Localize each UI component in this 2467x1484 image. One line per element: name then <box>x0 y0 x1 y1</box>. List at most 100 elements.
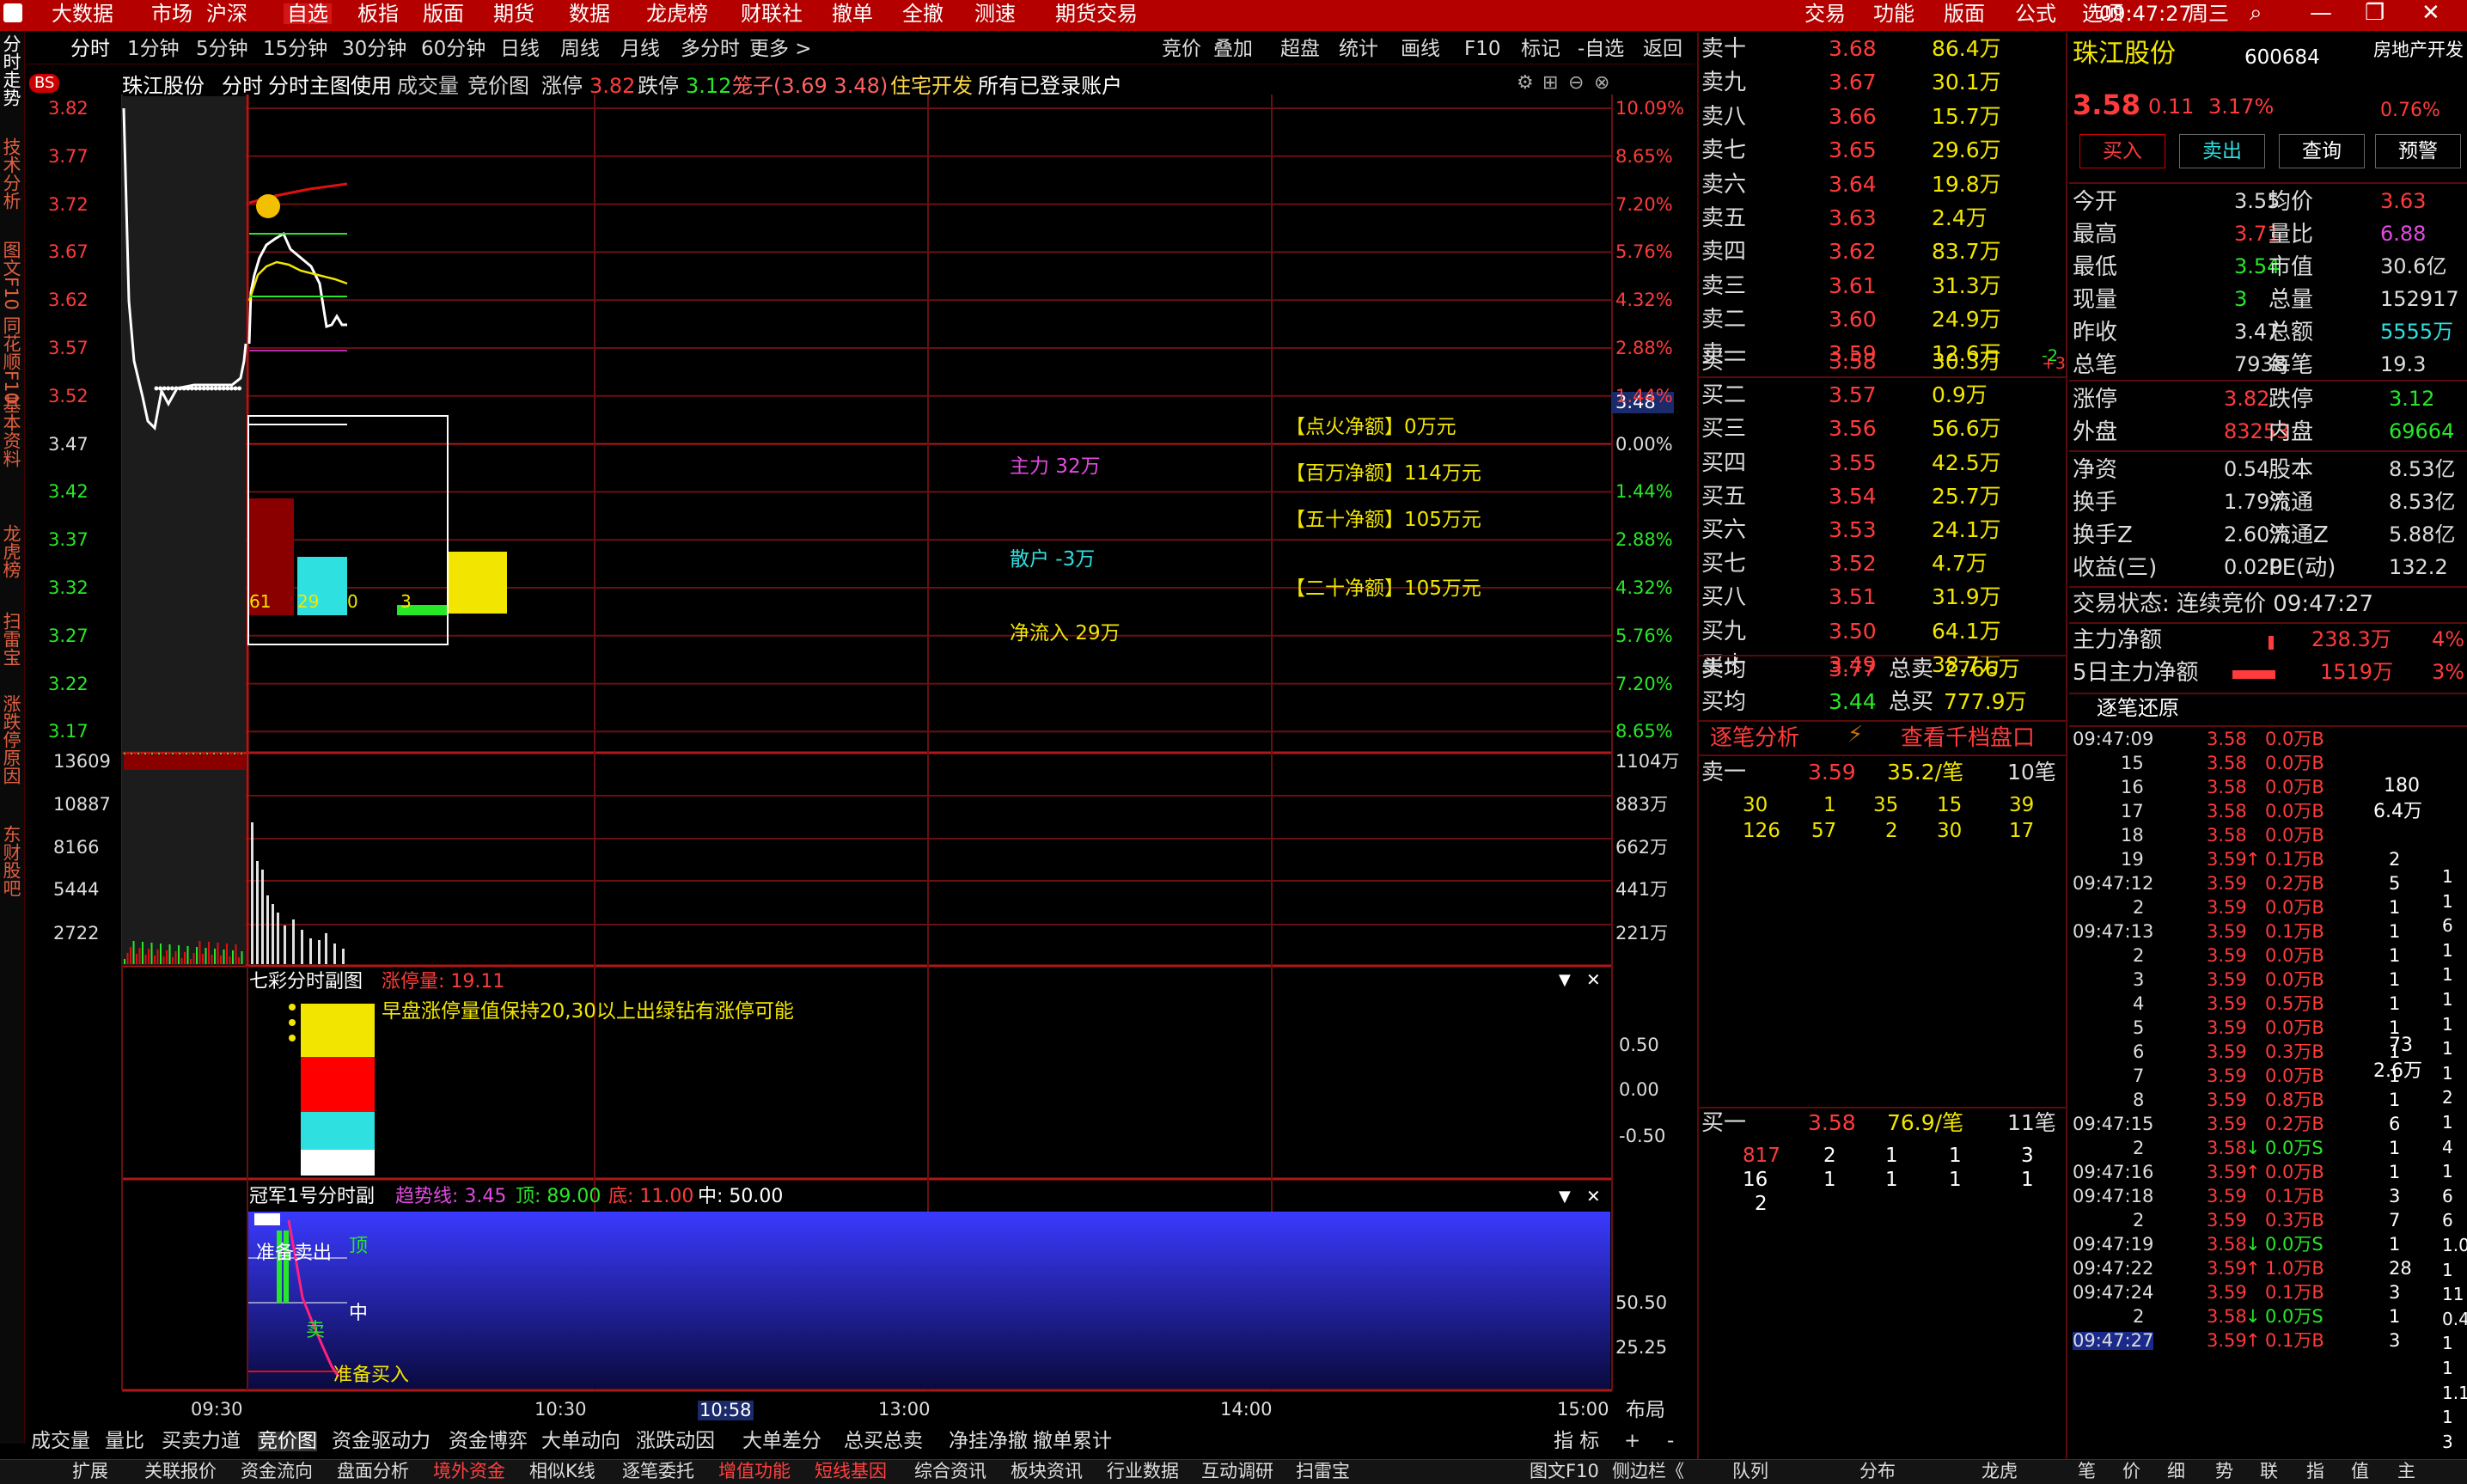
status-tab-22[interactable]: 势 <box>2215 1461 2233 1481</box>
menu-item-1[interactable]: 市场 <box>151 2 192 26</box>
ask-price[interactable]: 3.66 <box>1829 103 1877 129</box>
bid-price[interactable]: 3.49 <box>1829 651 1877 677</box>
status-tab-8[interactable]: 短线基因 <box>815 1461 887 1481</box>
bid-price[interactable]: 3.55 <box>1829 449 1877 475</box>
bottom-tab-6[interactable]: 大单动向 <box>541 1430 620 1452</box>
toolbar-right-4[interactable]: 画线 <box>1401 38 1440 60</box>
left-tab-6[interactable]: 扫雷宝 <box>1 612 21 666</box>
status-tab-9[interactable]: 综合资讯 <box>914 1461 986 1481</box>
period-tab-1[interactable]: 1分钟 <box>127 38 180 60</box>
bid-chart-link[interactable]: 竞价图 <box>467 74 529 98</box>
menu-item-2[interactable]: 沪深 <box>206 2 247 26</box>
status-tab-23[interactable]: 联 <box>2260 1461 2278 1481</box>
menu-item-10[interactable]: 撤单 <box>832 2 873 26</box>
status-tab-7[interactable]: 增值功能 <box>718 1461 791 1481</box>
menu-item-0[interactable]: 大数据 <box>52 2 113 26</box>
menu-item-3[interactable]: 自选 <box>284 3 332 24</box>
bid-price[interactable]: 3.52 <box>1829 551 1877 577</box>
left-tab-1[interactable]: 技术分析 <box>1 137 21 210</box>
ask-price[interactable]: 3.59 <box>1829 340 1877 366</box>
period-tab-7[interactable]: 周线 <box>560 38 600 60</box>
period-tab-4[interactable]: 30分钟 <box>342 38 407 60</box>
bid-price[interactable]: 3.54 <box>1829 483 1877 509</box>
toolbar-right-7[interactable]: -自选 <box>1578 38 1625 60</box>
sub1-dropdown-icon[interactable]: ▼ <box>1559 971 1571 989</box>
status-tab-6[interactable]: 逐笔委托 <box>622 1461 694 1481</box>
toolbar-right-1[interactable]: 叠加 <box>1213 38 1253 60</box>
menu-right-2[interactable]: 版面 <box>1944 2 1985 26</box>
toolbar-right-8[interactable]: 返回 <box>1643 38 1682 60</box>
thousand-depth-link[interactable]: 查看千档盘口 <box>1901 725 2036 751</box>
bottom-tab-11[interactable]: 撤单累计 <box>1033 1430 1112 1452</box>
period-tab-3[interactable]: 15分钟 <box>263 38 328 60</box>
status-tab-24[interactable]: 指 <box>2306 1461 2324 1481</box>
bottom-tab-2[interactable]: 买卖力道 <box>162 1430 241 1452</box>
status-tab-1[interactable]: 关联报价 <box>144 1461 217 1481</box>
sub1-title[interactable]: 七彩分时副图 <box>249 971 363 992</box>
intraday-chart[interactable] <box>0 0 1701 1409</box>
menu-item-7[interactable]: 数据 <box>569 2 610 26</box>
status-tab-18[interactable]: 龙虎 <box>1982 1461 2018 1481</box>
left-tab-0[interactable]: 分时走势 <box>1 34 21 107</box>
chart-close-icon[interactable]: ⊗ <box>1594 72 1610 94</box>
status-tab-21[interactable]: 细 <box>2167 1461 2185 1481</box>
status-tab-26[interactable]: 主 <box>2397 1461 2415 1481</box>
ask-price[interactable]: 3.61 <box>1829 272 1877 298</box>
bottom-tab-4[interactable]: 资金驱动力 <box>332 1430 431 1452</box>
ticks-title[interactable]: 逐笔还原 <box>2097 696 2179 720</box>
status-tab-17[interactable]: 分布 <box>1859 1461 1896 1481</box>
left-tab-7[interactable]: 涨跌停原因 <box>1 694 21 785</box>
period-tab-6[interactable]: 日线 <box>500 38 540 60</box>
bid-price[interactable]: 3.58 <box>1829 349 1877 374</box>
toolbar-right-2[interactable]: 超盘 <box>1280 38 1320 60</box>
menu-item-9[interactable]: 财联社 <box>741 2 803 26</box>
period-tab-2[interactable]: 5分钟 <box>196 38 248 60</box>
toolbar-right-0[interactable]: 竞价 <box>1162 38 1201 60</box>
menu-right-4[interactable]: 选项 <box>2082 2 2123 26</box>
close-icon[interactable]: ✕ <box>2421 0 2440 26</box>
bid-price[interactable]: 3.56 <box>1829 416 1877 442</box>
bid-price[interactable]: 3.51 <box>1829 584 1877 610</box>
status-tab-16[interactable]: 队列 <box>1732 1461 1768 1481</box>
left-tab-2[interactable]: 图文F10 <box>1 241 21 310</box>
chart-zoom-icon[interactable]: ⊖ <box>1568 72 1585 94</box>
status-tab-4[interactable]: 境外资金 <box>433 1461 505 1481</box>
menu-right-1[interactable]: 功能 <box>1873 2 1914 26</box>
ask-price[interactable]: 3.62 <box>1829 239 1877 265</box>
status-tab-14[interactable]: 图文F10 <box>1530 1461 1599 1481</box>
accounts-label[interactable]: 所有已登录账户 <box>978 74 1122 98</box>
quote-btn-1[interactable]: 卖出 <box>2179 134 2265 168</box>
toolbar-right-6[interactable]: 标记 <box>1521 38 1560 60</box>
menu-item-8[interactable]: 龙虎榜 <box>646 2 708 26</box>
quote-btn-0[interactable]: 买入 <box>2079 134 2165 168</box>
bottom-tab-0[interactable]: 成交量 <box>31 1430 90 1452</box>
left-tab-5[interactable]: 龙虎榜 <box>1 524 21 578</box>
main-indicator[interactable]: 分时主图使用 <box>268 74 392 98</box>
status-tab-19[interactable]: 笔 <box>2078 1461 2096 1481</box>
toolbar-right-5[interactable]: F10 <box>1464 38 1501 60</box>
chart-expand-icon[interactable]: ⊞ <box>1542 72 1559 94</box>
search-icon[interactable]: ⌕ <box>2250 0 2262 26</box>
status-tab-5[interactable]: 相似K线 <box>529 1461 595 1481</box>
bs-badge[interactable]: BS <box>29 74 60 93</box>
period-tab-5[interactable]: 60分钟 <box>421 38 486 60</box>
status-tab-11[interactable]: 行业数据 <box>1107 1461 1179 1481</box>
left-tab-4[interactable]: 基本资料 <box>1 395 21 467</box>
status-tab-12[interactable]: 互动调研 <box>1201 1461 1273 1481</box>
menu-item-12[interactable]: 测速 <box>974 2 1016 26</box>
left-tab-3[interactable]: 同花顺F10 <box>1 316 21 404</box>
bottom-tab-10[interactable]: 净挂净撤 <box>949 1430 1028 1452</box>
bottom-tab-7[interactable]: 涨跌动因 <box>636 1430 715 1452</box>
status-tab-2[interactable]: 资金流向 <box>241 1461 313 1481</box>
menu-item-13[interactable]: 期货交易 <box>1055 2 1138 26</box>
bottom-tab-3[interactable]: 竞价图 <box>258 1430 317 1452</box>
left-tab-8[interactable]: 东财股吧 <box>1 825 21 897</box>
bottom-right-2[interactable]: - <box>1667 1430 1675 1452</box>
layout-button[interactable]: 布局 <box>1626 1399 1665 1421</box>
toolbar-right-3[interactable]: 统计 <box>1339 38 1378 60</box>
ask-price[interactable]: 3.60 <box>1829 307 1877 333</box>
restore-icon[interactable]: ❐ <box>2365 0 2385 26</box>
status-tab-25[interactable]: 值 <box>2351 1461 2369 1481</box>
ask-price[interactable]: 3.63 <box>1829 205 1877 230</box>
sub1-close-icon[interactable]: ✕ <box>1586 969 1601 990</box>
